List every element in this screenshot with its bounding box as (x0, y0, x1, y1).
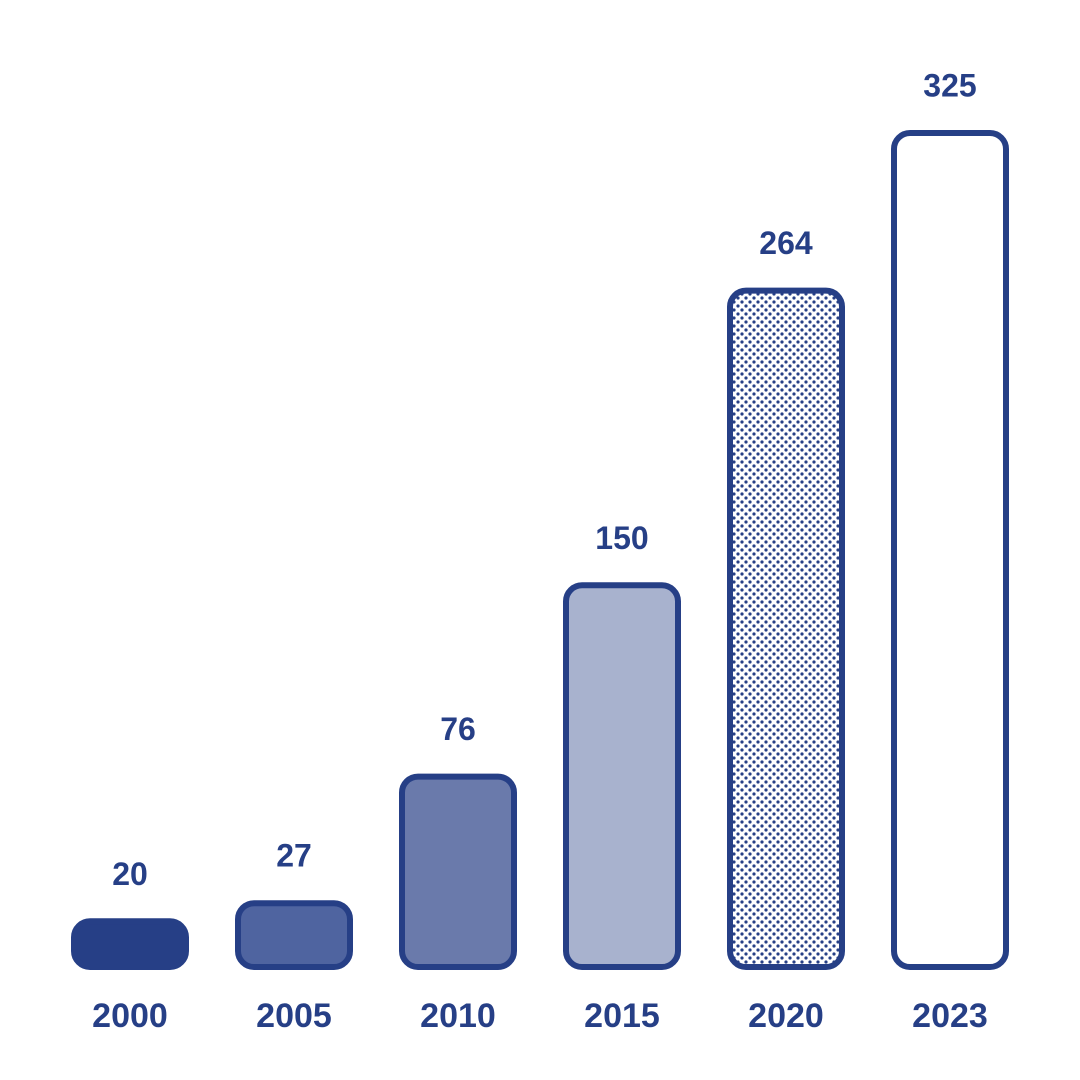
bar (891, 130, 1009, 970)
value-label: 20 (112, 856, 148, 892)
value-label: 264 (759, 225, 813, 261)
value-label: 150 (595, 520, 648, 556)
value-label: 325 (923, 67, 976, 103)
x-tick-label: 2005 (256, 997, 332, 1035)
value-label: 27 (276, 838, 312, 874)
bar (563, 582, 681, 970)
x-tick-label: 2000 (92, 997, 168, 1035)
x-tick-label: 2023 (912, 997, 988, 1035)
x-tick-label: 2020 (748, 997, 824, 1035)
value-label: 76 (440, 711, 476, 747)
bar (399, 773, 517, 970)
bar (235, 900, 353, 971)
x-tick-label: 2015 (584, 997, 660, 1035)
x-tick-label: 2010 (420, 997, 496, 1035)
bar (71, 918, 189, 970)
bar (727, 287, 845, 970)
